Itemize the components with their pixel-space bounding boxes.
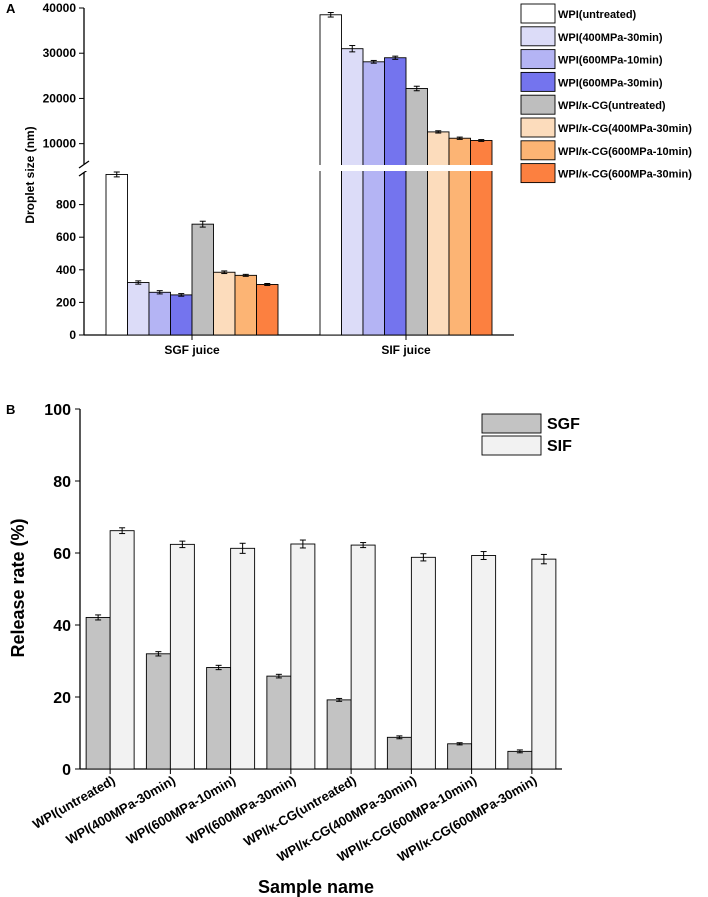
panel-b-legend-label: SGF [547, 416, 580, 433]
panel-a-y-tick-label: 40000 [43, 1, 77, 15]
panel-a-bar [170, 294, 193, 336]
panel-b-bar [169, 543, 195, 770]
panel-b-legend-swatch [481, 413, 542, 434]
panel-a-y-tick-label: 20000 [43, 91, 77, 105]
panel-a-bar [105, 173, 128, 336]
panel-b-bar [386, 736, 412, 770]
panel-a-bar [405, 88, 428, 336]
panel-a-y-tick-label: 400 [56, 263, 76, 277]
panel-a-legend-swatch [520, 140, 556, 161]
panel-b-y-tick-label: 80 [53, 474, 71, 491]
panel-a-legend-label: WPI(untreated) [558, 9, 637, 21]
panel-b-y-tick-label: 20 [53, 690, 71, 707]
panel-b-bar [206, 667, 232, 770]
panel-a-legend-label: WPI/κ-CG(untreated) [558, 100, 666, 112]
panel-a-legend-swatch [520, 94, 556, 115]
panel-b-bar [290, 543, 316, 770]
panel-a-bar [234, 274, 257, 336]
panel-a-plot: Droplet size (nm) 0 200 400 600 800 10000 2000… [23, 1, 515, 357]
panel-a-legend: WPI(untreated) WPI(400MPa-30min) WPI(600MP… [520, 3, 692, 184]
panel-a-bar [362, 61, 385, 336]
panel-b-bar [350, 544, 376, 770]
panel-a-break-gap [85, 165, 515, 171]
panel-a-legend-label: WPI(600MPa-10min) [558, 55, 663, 67]
panel-b-category-label: WPI(400MPa-30min) [63, 773, 177, 848]
panel-a-bar [384, 57, 407, 336]
panel-a-bar [213, 271, 236, 336]
panel-b-bar [109, 530, 135, 770]
panel-b-legend-swatch [481, 435, 542, 456]
panel-b-bar [531, 558, 557, 770]
panel-a-axis-break-mark [78, 160, 90, 169]
panel-b-x-axis-label: Sample name [258, 877, 374, 897]
panel-b-plot: Release rate (%) Sample name 0 20 40 60 80 10… [8, 402, 562, 897]
panel-b-label: B [6, 402, 15, 417]
panel-a-bar [127, 282, 150, 336]
panel-a-legend-label: WPI/κ-CG(600MPa-30min) [558, 169, 692, 181]
panel-b-bar [85, 616, 111, 770]
panel-b-y-axis-label: Release rate (%) [8, 518, 28, 657]
panel-a-category-label: SIF juice [381, 343, 431, 357]
panel-b-bar [145, 653, 171, 770]
panel-a-y-tick-label: 10000 [43, 137, 77, 151]
panel-a-y-axis-label: Droplet size (nm) [23, 126, 37, 223]
panel-a-category-label: SGF juice [164, 343, 220, 357]
panel-b-bar [447, 743, 473, 770]
panel-a-y-tick-label: 600 [56, 230, 76, 244]
panel-a-y-tick-label: 200 [56, 295, 76, 309]
panel-b-y-tick-label: 100 [44, 402, 71, 419]
panel-b-legend-label: SIF [547, 438, 572, 455]
panel-a-bar [319, 14, 342, 336]
panel-b-y-tick-label: 40 [53, 618, 71, 635]
panel-b-bar [326, 699, 352, 770]
panel-a-legend-label: WPI(400MPa-30min) [558, 32, 663, 44]
panel-a-bar [427, 131, 450, 336]
panel-b-bar [230, 547, 256, 770]
panel-a-y-tick-label: 800 [56, 198, 76, 212]
panel-b-bar [471, 555, 497, 770]
panel-b-bar [410, 556, 436, 770]
panel-a-legend-swatch [520, 49, 556, 70]
panel-a-bar [191, 223, 214, 336]
panel-a-legend-swatch [520, 3, 556, 24]
panel-b-y-tick-label: 0 [62, 762, 71, 779]
panel-a-y-tick-label: 30000 [43, 46, 77, 60]
panel-a-legend-swatch [520, 163, 556, 184]
panel-a-y-tick-label: 0 [69, 328, 76, 342]
panel-a-legend-swatch [520, 117, 556, 138]
panel-b-y-tick-label: 60 [53, 546, 71, 563]
panel-a-bar [148, 291, 171, 336]
panel-b-category-label: WPI(600MPa-10min) [124, 773, 238, 848]
panel-a-legend-label: WPI/κ-CG(600MPa-10min) [558, 146, 692, 158]
panel-b-legend: SGF SIF [481, 413, 580, 456]
panel-a-legend-swatch [520, 26, 556, 47]
panel-a-legend-swatch [520, 71, 556, 92]
panel-a-bar [256, 284, 279, 336]
panel-a-legend-label: WPI/κ-CG(400MPa-30min) [558, 123, 692, 135]
panel-a-label: A [6, 1, 16, 16]
panel-a-bar [341, 48, 364, 336]
panel-a-legend-label: WPI(600MPa-30min) [558, 77, 663, 89]
panel-b-bar [266, 675, 292, 770]
panel-b-bar [507, 750, 533, 770]
